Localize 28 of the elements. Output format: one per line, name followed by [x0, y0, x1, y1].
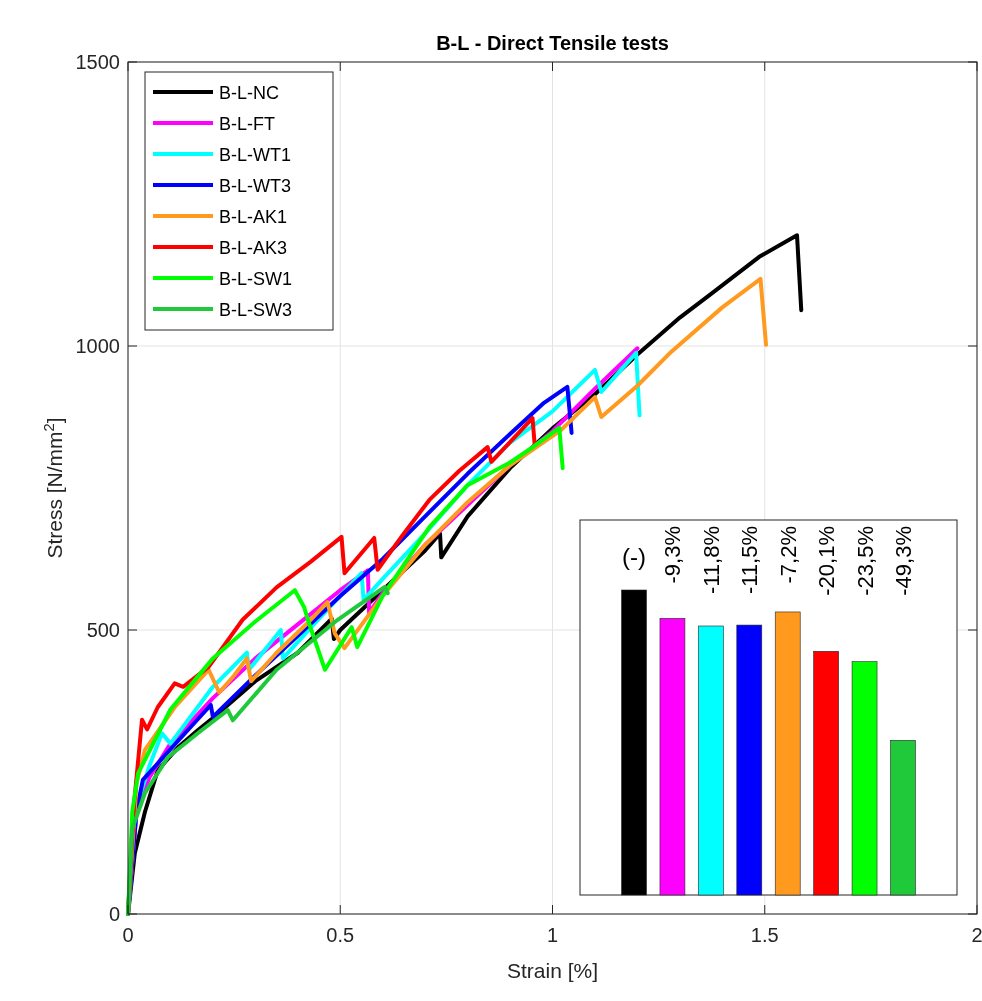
- annotation: -9,3%: [660, 526, 686, 584]
- annotation: -20,1%: [814, 526, 840, 596]
- annotation: -7,2%: [775, 526, 801, 584]
- chart-title: B-L - Direct Tensile tests: [436, 32, 669, 54]
- annotation: (-): [622, 543, 647, 570]
- annotation: -11,8%: [698, 526, 724, 595]
- x-tick-label: 0.5: [326, 924, 355, 946]
- x-tick-label: 0: [122, 924, 134, 946]
- legend-label: B-L-SW3: [219, 300, 293, 320]
- legend-label: B-L-FT: [219, 114, 275, 134]
- annotation: -11,5%: [737, 526, 763, 595]
- y-tick-label: 1500: [75, 51, 120, 73]
- y-tick-label: 500: [86, 619, 120, 641]
- x-tick-label: 1: [546, 924, 559, 946]
- legend-label: B-L-NC: [219, 83, 280, 103]
- legend-label: B-L-AK1: [219, 207, 288, 227]
- legend-label: B-L-SW1: [219, 269, 293, 289]
- legend-label: B-L-AK3: [219, 238, 288, 258]
- legend-label: B-L-WT1: [219, 145, 291, 165]
- x-tick-label: 2: [971, 924, 982, 946]
- legend-label: B-L-WT3: [219, 176, 291, 196]
- x-tick-label: 1.5: [750, 924, 779, 946]
- x-axis-title: Strain [%]: [506, 959, 599, 982]
- y-tick-label: 1000: [75, 335, 120, 357]
- annotation: -23,5%: [852, 526, 878, 596]
- line-series: [126, 584, 390, 916]
- y-tick-label: 0: [108, 903, 120, 925]
- annotation: -49,3%: [890, 526, 916, 596]
